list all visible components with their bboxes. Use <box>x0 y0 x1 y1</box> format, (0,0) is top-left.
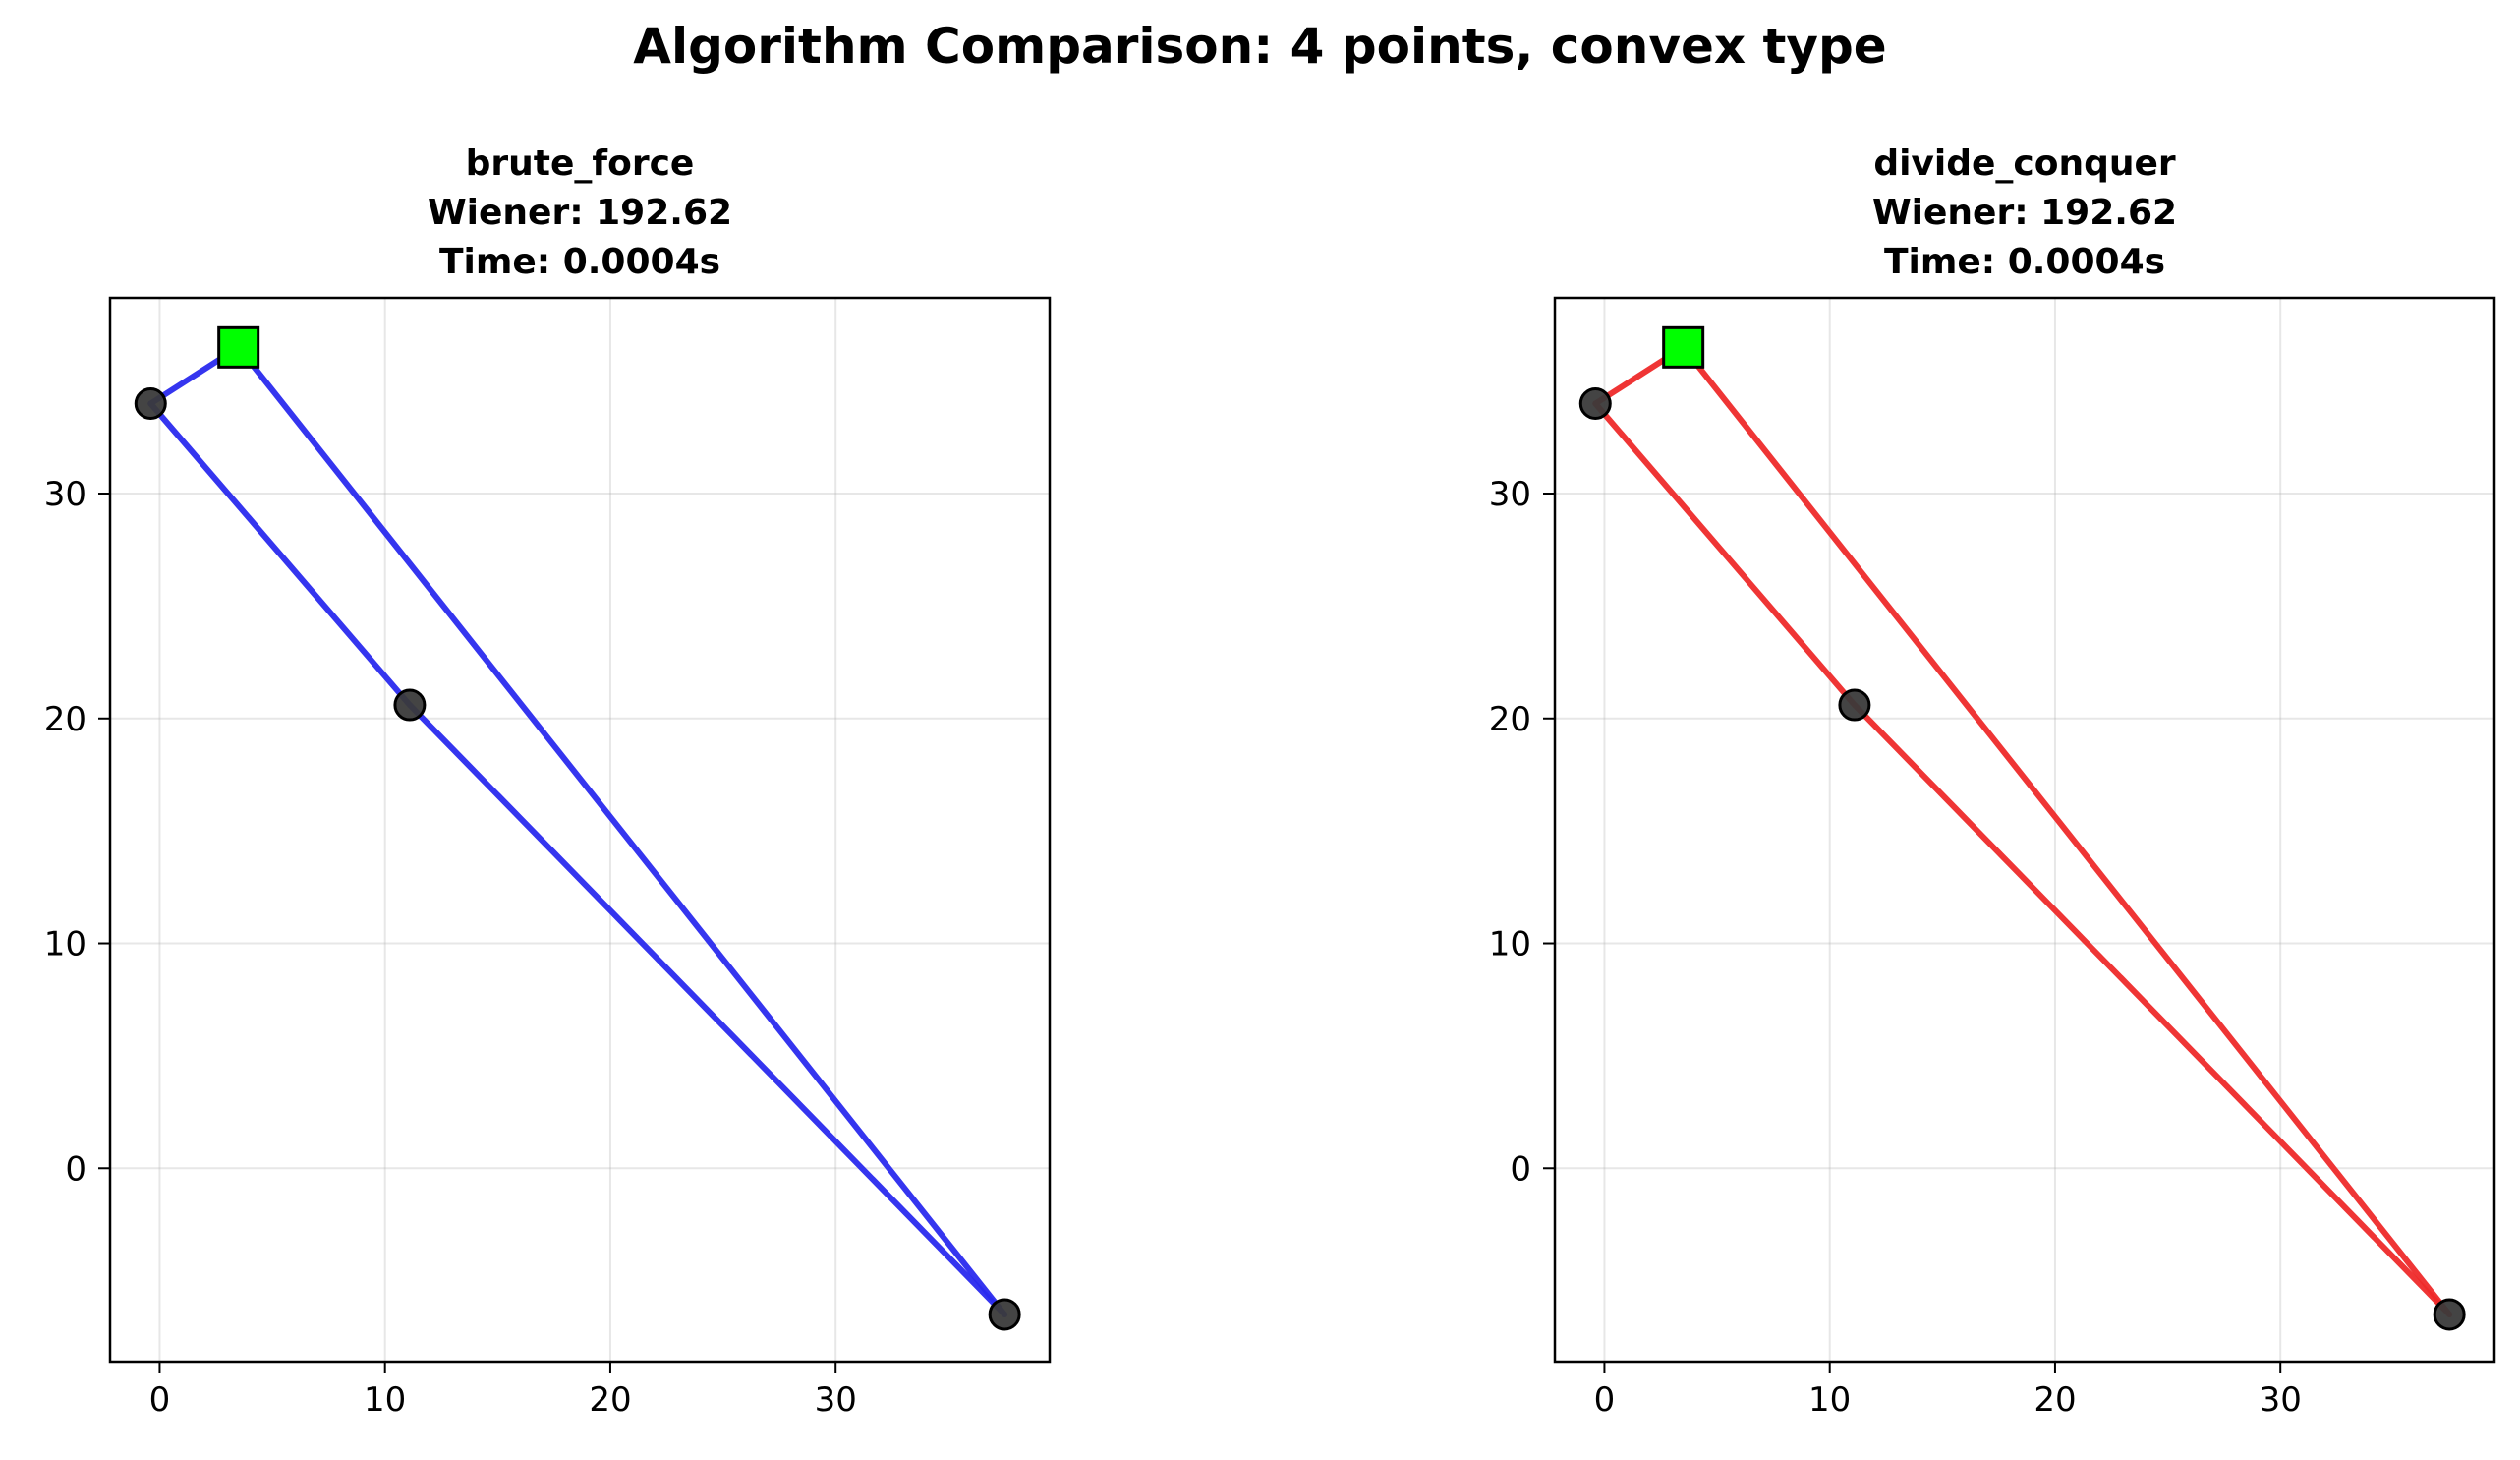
subplot-title-line: divide_conquer <box>1873 144 2176 184</box>
x-tick-label: 20 <box>2033 1380 2076 1420</box>
axes-frame <box>1553 296 2496 1364</box>
y-tick-label: 10 <box>1489 925 1531 964</box>
divide-conquer-panel: 0 10 20 30 0 10 20 30 divide_conquer Wiener: 192.… <box>1489 144 2496 1420</box>
y-tick-label: 20 <box>44 700 86 739</box>
center-marker <box>1662 325 1705 369</box>
edge-line <box>147 400 413 709</box>
data-point <box>1578 387 1612 421</box>
x-tick-label: 30 <box>815 1380 857 1420</box>
y-tick-label: 0 <box>1510 1149 1531 1189</box>
subplot-title-line: brute_force <box>466 144 695 184</box>
data-point <box>1838 688 1871 722</box>
edges <box>1592 344 2453 1317</box>
y-tick-label: 10 <box>44 925 86 964</box>
x-tick-label: 0 <box>1594 1380 1616 1420</box>
x-tick-label: 10 <box>364 1380 406 1420</box>
y-tick-label: 30 <box>1489 475 1531 514</box>
y-tick-label: 20 <box>1489 700 1531 739</box>
data-point <box>2433 1298 2466 1331</box>
x-tick-label: 10 <box>1808 1380 1851 1420</box>
y-tick-label: 0 <box>65 1149 86 1189</box>
axes-frame <box>108 296 1052 1364</box>
data-point <box>988 1298 1021 1331</box>
x-tick-label: 20 <box>589 1380 631 1420</box>
edges <box>147 344 1008 1317</box>
center-marker <box>217 325 260 369</box>
data-point <box>393 688 427 722</box>
edge-line <box>235 344 1008 1317</box>
subplot-title-line: Wiener: 192.62 <box>1872 193 2177 233</box>
data-point <box>134 387 167 421</box>
subplot-title-line: Time: 0.0004s <box>439 242 720 282</box>
x-tick-label: 0 <box>149 1380 171 1420</box>
figure-title: Algorithm Comparison: 4 points, convex t… <box>633 18 1887 75</box>
edge-line <box>1592 400 1858 709</box>
edge-line <box>1680 344 2453 1317</box>
x-tick-label: 30 <box>2260 1380 2302 1420</box>
subplot-title-line: Time: 0.0004s <box>1884 242 2165 282</box>
edge-line <box>1851 702 2453 1317</box>
brute-force-panel: 0 10 20 30 0 10 20 30 brute_force Wiener: 192.62 T… <box>44 144 1052 1420</box>
y-tick-label: 30 <box>44 475 86 514</box>
edge-line <box>406 702 1008 1317</box>
subplot-title-line: Wiener: 192.62 <box>428 193 732 233</box>
